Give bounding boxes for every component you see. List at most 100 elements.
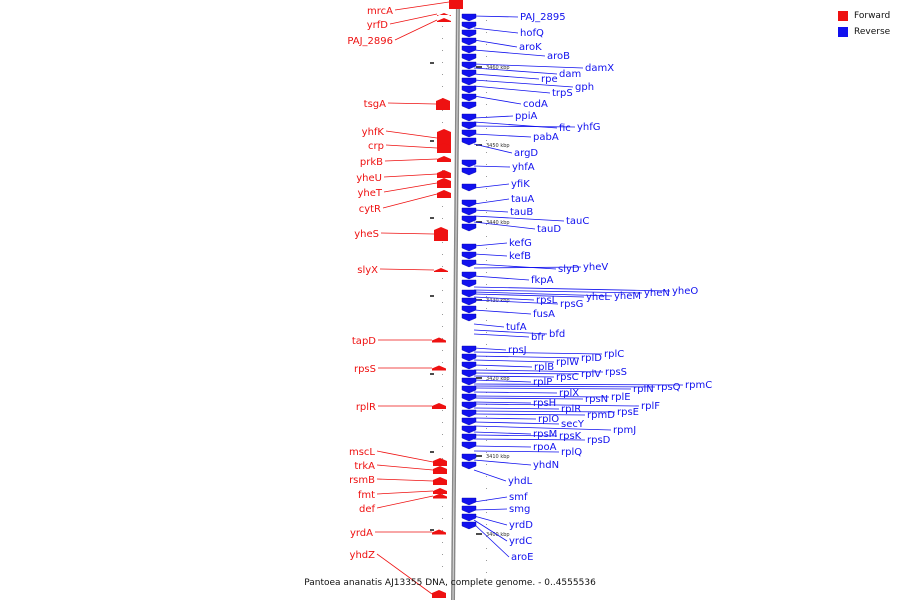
reverse-gene-label: rpsK <box>559 431 582 442</box>
reverse-gene-arrow <box>461 505 477 514</box>
reverse-gene-arrow <box>461 77 477 86</box>
reverse-gene-label: rpsM <box>533 429 557 440</box>
reverse-gene-label: yhdN <box>533 460 559 471</box>
axis-dot <box>442 326 443 327</box>
reverse-gene-connector <box>473 355 580 359</box>
reverse-gene-label: rpsE <box>617 407 639 418</box>
axis-dot <box>442 338 443 339</box>
axis-dot <box>486 260 487 261</box>
reverse-gene-connector <box>473 375 555 378</box>
forward-gene-connector <box>380 232 435 235</box>
forward-gene-connector <box>383 182 438 193</box>
axis-dot <box>486 68 487 69</box>
reverse-gene-connector <box>473 275 530 281</box>
forward-gene-label: yrfD <box>367 20 389 31</box>
reverse-gene-label: rpsH <box>533 398 556 409</box>
axis-dot <box>486 416 487 417</box>
reverse-gene-label: yheV <box>583 262 608 273</box>
legend-forward[interactable]: Forward <box>838 8 890 24</box>
scale-label: 3440 kbp <box>486 220 510 226</box>
reverse-gene-label: rpmC <box>685 380 712 391</box>
reverse-gene-connector <box>473 333 530 338</box>
reverse-gene-label: ppiA <box>515 111 537 122</box>
legend-reverse[interactable]: Reverse <box>838 24 890 40</box>
reverse-gene-label: rpsN <box>585 394 608 405</box>
axis-dot <box>486 164 487 165</box>
axis-dot <box>442 50 443 51</box>
reverse-gene-connector <box>473 125 576 128</box>
reverse-gene-connector <box>473 15 519 18</box>
forward-gene-label: rplR <box>356 402 376 413</box>
axis-dot <box>486 548 487 549</box>
axis-dot <box>442 74 443 75</box>
axis-dot <box>486 572 487 573</box>
reverse-gene-label: kefG <box>509 238 532 249</box>
forward-gene-arrow <box>433 466 447 474</box>
forward-gene-arrow <box>432 590 446 598</box>
reverse-gene-connector <box>473 407 560 410</box>
reverse-gene-connector <box>473 523 510 558</box>
reverse-gene-connector <box>473 364 533 368</box>
reverse-gene-arrow <box>461 385 477 394</box>
reverse-gene-arrow <box>461 37 477 46</box>
forward-gene-arrow <box>437 143 451 153</box>
forward-gene-arrow <box>437 170 451 178</box>
reverse-gene-connector <box>473 63 584 69</box>
forward-gene-label: yheU <box>356 173 382 184</box>
reverse-gene-connector <box>473 242 508 247</box>
axis-dot <box>442 530 443 531</box>
reverse-gene-label: rpsG <box>560 299 583 310</box>
reverse-gene-arrow <box>461 345 477 354</box>
axis-dot <box>442 266 443 267</box>
reverse-gene-arrow <box>461 409 477 418</box>
forward-gene-arrow <box>437 13 451 16</box>
forward-gene-arrow <box>437 190 451 198</box>
forward-gene-connector <box>394 19 438 41</box>
reverse-gene-label: bfd <box>549 329 565 340</box>
forward-gene-arrow <box>437 18 451 22</box>
reverse-gene-label: rpmJ <box>613 425 636 436</box>
axis-dot <box>486 560 487 561</box>
reverse-gene-connector <box>473 296 535 301</box>
reverse-gene-arrow <box>461 29 477 38</box>
forward-gene-connector <box>382 193 438 209</box>
axis-dot <box>486 320 487 321</box>
reverse-gene-arrow <box>461 159 477 168</box>
reverse-gene-label: rplX <box>559 388 579 399</box>
axis-dot <box>442 458 443 459</box>
axis-dot <box>442 554 443 555</box>
axis-dot <box>486 44 487 45</box>
scale-label: 3450 kbp <box>486 143 510 149</box>
legend: Forward Reverse <box>838 8 890 40</box>
reverse-gene-connector <box>473 410 616 413</box>
reverse-gene-connector <box>473 299 559 305</box>
axis-dot <box>442 86 443 87</box>
reverse-gene-connector <box>473 519 508 542</box>
reverse-gene-label: fkpA <box>531 275 554 286</box>
forward-gene-connector <box>376 464 434 471</box>
axis-dot <box>486 476 487 477</box>
axis-dot <box>486 440 487 441</box>
axis-dot <box>486 464 487 465</box>
reverse-gene-label: rplD <box>581 353 602 364</box>
reverse-gene-connector <box>473 329 548 335</box>
reverse-gene-label: rplR <box>561 404 581 415</box>
reverse-gene-arrow <box>461 243 477 252</box>
reverse-gene-label: tauB <box>510 207 533 218</box>
reverse-gene-label: tauA <box>511 194 534 205</box>
forward-gene-label: tsgA <box>364 99 386 110</box>
reverse-gene-arrow <box>461 453 477 462</box>
axis-dot <box>442 518 443 519</box>
reverse-gene-label: yhfG <box>577 122 601 133</box>
scale-label: 3410 kbp <box>486 454 510 460</box>
reverse-gene-connector <box>473 215 565 222</box>
forward-gene-label: mscL <box>349 447 375 458</box>
reverse-gene-connector <box>473 391 558 394</box>
reverse-gene-connector <box>473 379 532 383</box>
reverse-gene-connector <box>473 253 508 257</box>
reverse-gene-connector <box>473 403 640 407</box>
forward-gene-arrow <box>432 337 446 343</box>
reverse-gene-connector <box>473 450 560 453</box>
forward-gene-connector <box>376 490 434 495</box>
reverse-gene-arrow <box>461 259 477 268</box>
